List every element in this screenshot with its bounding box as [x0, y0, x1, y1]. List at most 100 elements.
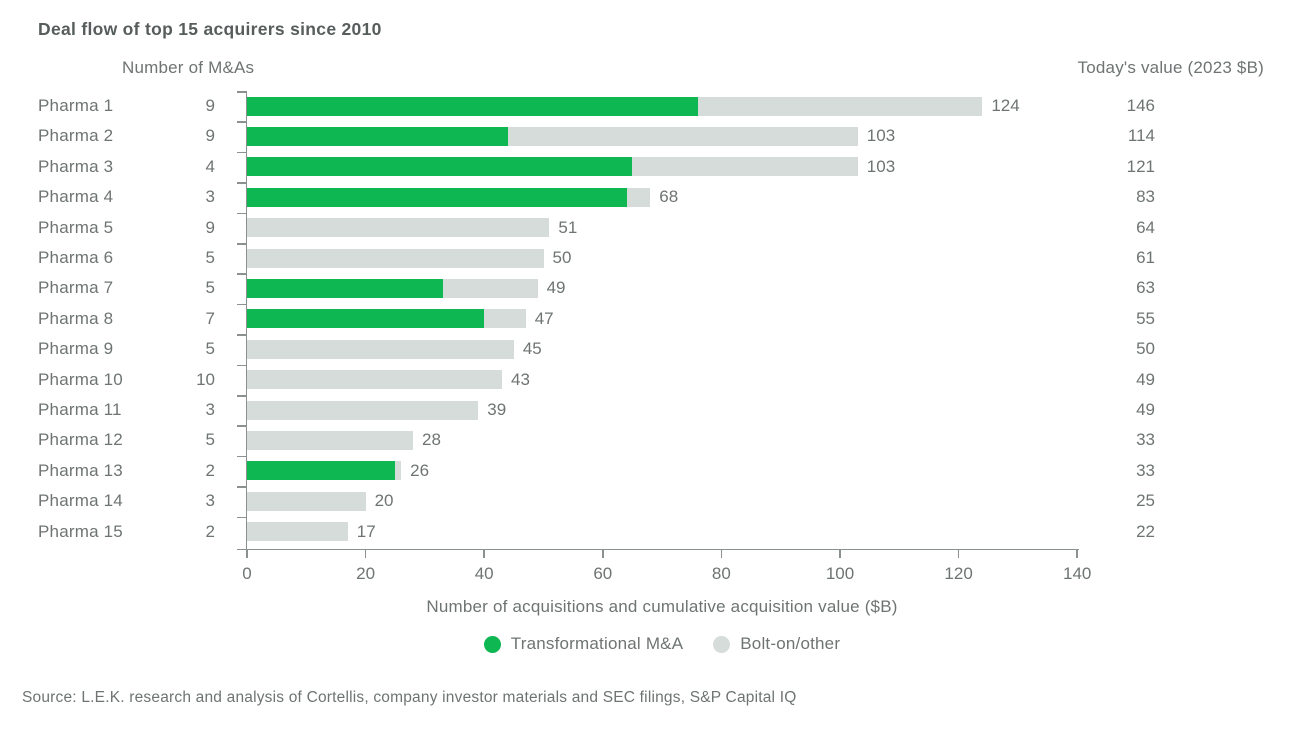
- table-row: Pharma 5 9 51 64: [0, 213, 1300, 243]
- acquirer-label: Pharma 7: [38, 278, 114, 298]
- x-axis-tick: [364, 548, 367, 558]
- y-axis-tick: [237, 91, 247, 93]
- num-mas-value: 5: [205, 339, 215, 359]
- transformational-bar-segment: [247, 309, 485, 329]
- y-axis-tick: [237, 395, 247, 397]
- bolt-on-bar-segment: [442, 279, 538, 299]
- y-axis-tick: [237, 273, 247, 275]
- bar-total-label: 45: [522, 339, 542, 359]
- y-axis-tick: [237, 182, 247, 184]
- x-axis-tick-label: 100: [825, 563, 855, 583]
- todays-value: 22: [1136, 521, 1155, 541]
- x-axis-tick: [483, 548, 485, 558]
- legend: Transformational M&A Bolt-on/other: [247, 634, 1077, 654]
- source-note: Source: L.E.K. research and analysis of …: [22, 689, 797, 706]
- bolt-on-bar-segment: [626, 187, 651, 207]
- bolt-on-bar-segment: [507, 127, 858, 147]
- table-row: Pharma 2 9 103 114: [0, 121, 1300, 151]
- todays-value: 83: [1136, 187, 1155, 207]
- acquirer-label: Pharma 12: [38, 430, 123, 450]
- bolt-on-bar-segment: [247, 218, 550, 238]
- bolt-on-bar-segment: [484, 309, 526, 329]
- x-axis-tick: [839, 548, 841, 558]
- y-axis-tick: [237, 516, 247, 519]
- chart-title: Deal flow of top 15 acquirers since 2010: [38, 19, 382, 39]
- bar-total-label: 103: [866, 156, 896, 176]
- bar-total-label: 20: [374, 491, 394, 511]
- todays-value: 49: [1136, 400, 1155, 419]
- legend-label: Transformational M&A: [510, 634, 684, 653]
- bar-total-label: 39: [487, 400, 507, 419]
- bar-total-label: 68: [659, 187, 679, 207]
- bolt-on-bar-segment: [632, 157, 858, 177]
- y-axis-tick: [237, 455, 247, 458]
- table-row: Pharma 9 5 45 50: [0, 334, 1300, 364]
- x-axis-line: [237, 548, 1080, 551]
- x-axis-tick-label: 40: [474, 563, 494, 583]
- bar-total-label: 43: [510, 369, 530, 389]
- transformational-dot-icon: [483, 635, 501, 653]
- y-axis-tick: [237, 243, 247, 245]
- bar-total-label: 17: [356, 521, 376, 541]
- bolt-on-bar-segment: [697, 96, 983, 116]
- y-axis-tick: [237, 486, 247, 488]
- x-axis-tick: [602, 548, 604, 558]
- table-row: Pharma 10 10 43 49: [0, 365, 1300, 395]
- x-axis-tick: [720, 548, 723, 558]
- transformational-bar-segment: [247, 96, 698, 116]
- acquirer-label: Pharma 14: [38, 491, 123, 511]
- acquirer-label: Pharma 8: [38, 308, 114, 328]
- x-axis-tick: [246, 548, 248, 558]
- todays-value: 121: [1126, 156, 1155, 176]
- num-mas-value: 9: [205, 96, 215, 115]
- todays-value: 114: [1127, 126, 1155, 146]
- transformational-bar-segment: [247, 279, 443, 299]
- bolt-on-bar-segment: [247, 370, 502, 390]
- transformational-bar-segment: [247, 127, 508, 147]
- bolt-on-bar-segment: [247, 522, 348, 542]
- num-mas-value: 3: [205, 400, 215, 419]
- todays-value: 33: [1136, 460, 1155, 480]
- num-mas-value: 3: [205, 187, 215, 207]
- table-row: Pharma 15 2 17 22: [0, 517, 1300, 547]
- num-mas-value: 5: [205, 278, 215, 298]
- table-row: Pharma 3 4 103 121: [0, 152, 1300, 182]
- table-row: Pharma 1 9 124 146: [0, 91, 1300, 121]
- acquirer-label: Pharma 15: [38, 521, 123, 541]
- y-axis-tick: [237, 364, 247, 367]
- y-axis-tick: [237, 303, 247, 306]
- bar-total-label: 103: [866, 126, 896, 146]
- x-axis-tick-label: 0: [242, 563, 252, 583]
- bolt-on-bar-segment: [247, 431, 414, 451]
- bar-total-label: 28: [422, 430, 441, 450]
- num-mas-value: 4: [205, 156, 215, 176]
- acquirer-label: Pharma 2: [38, 126, 114, 146]
- todays-value: 146: [1126, 96, 1155, 115]
- legend-item-bolt-on: Bolt-on/other: [713, 634, 840, 654]
- x-axis-title: Number of acquisitions and cumulative ac…: [426, 597, 898, 616]
- y-axis-tick: [237, 212, 247, 215]
- bar-total-label: 50: [552, 248, 572, 267]
- y-axis-line: [245, 91, 247, 549]
- table-row: Pharma 12 5 28 33: [0, 425, 1300, 455]
- bar-total-label: 26: [410, 460, 430, 480]
- acquirer-label: Pharma 11: [38, 400, 122, 419]
- acquirer-label: Pharma 3: [38, 156, 114, 176]
- transformational-bar-segment: [247, 461, 396, 481]
- acquirer-label: Pharma 4: [38, 187, 114, 207]
- num-mas-value: 5: [205, 430, 215, 450]
- right-column-header: Today's value (2023 $B): [1077, 58, 1264, 77]
- todays-value: 50: [1136, 339, 1155, 359]
- transformational-bar-segment: [247, 187, 627, 207]
- x-axis-tick-label: 120: [944, 563, 973, 583]
- bolt-on-bar-segment: [247, 491, 366, 511]
- bolt-on-dot-icon: [713, 635, 731, 653]
- todays-value: 25: [1136, 491, 1155, 511]
- todays-value: 64: [1136, 217, 1155, 237]
- x-axis-tick: [1076, 548, 1078, 558]
- acquirer-label: Pharma 1: [38, 96, 114, 115]
- bar-total-label: 49: [546, 278, 566, 298]
- y-axis-tick: [237, 121, 247, 123]
- acquirer-label: Pharma 10: [38, 369, 123, 389]
